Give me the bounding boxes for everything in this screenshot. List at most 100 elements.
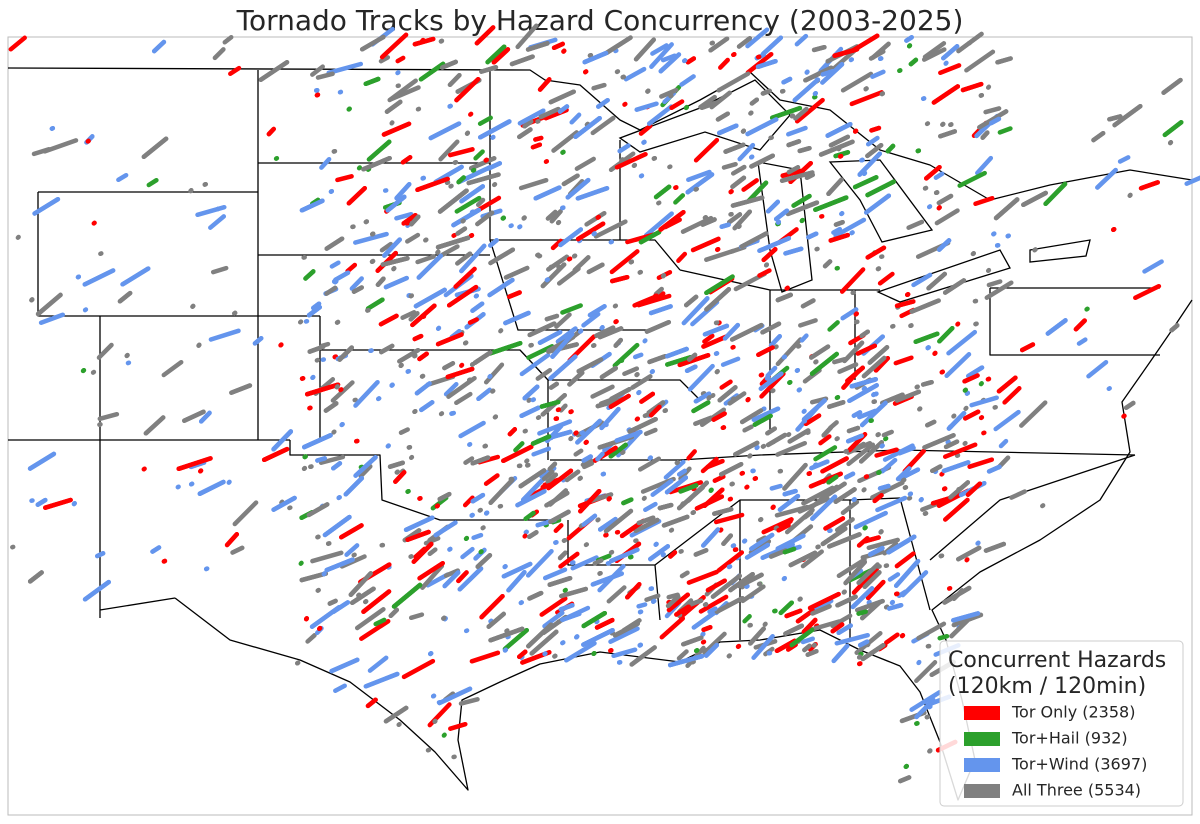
tornado-track (466, 172, 501, 186)
tornado-track (1133, 283, 1162, 301)
tornado-track (660, 552, 666, 558)
tornado-track (548, 354, 578, 381)
tornado-track (416, 253, 444, 280)
tornado-track (592, 558, 604, 566)
tornado-track (679, 570, 690, 579)
tornado-track (677, 468, 688, 477)
tornado-track (395, 55, 406, 64)
tornado-track (595, 451, 605, 462)
tornado-track (702, 602, 709, 608)
tornado-track (707, 606, 718, 615)
tornado-track (780, 168, 803, 178)
tornado-track (667, 653, 705, 668)
tornado-track (575, 418, 603, 445)
tornado-track (468, 233, 475, 239)
tornado-track (797, 596, 803, 602)
tornado-track (614, 429, 643, 443)
tornado-track (502, 564, 508, 570)
tornado-track (938, 129, 958, 139)
tornado-track (395, 70, 401, 76)
tornado-track (427, 547, 438, 557)
tornado-track (796, 387, 802, 393)
tornado-track (558, 551, 580, 569)
tornado-track (470, 301, 485, 313)
tornado-track (658, 209, 686, 232)
tornado-track (477, 115, 493, 126)
tornado-track (664, 475, 689, 495)
tornado-track (432, 718, 438, 724)
tornado-track (303, 269, 316, 281)
tornado-track (636, 515, 656, 526)
tornado-track (922, 433, 956, 450)
tornado-track (527, 530, 539, 540)
tornado-track (711, 411, 727, 422)
tornado-track (366, 139, 392, 162)
tornado-track (437, 686, 473, 706)
tornado-track (564, 469, 581, 483)
tornado-track (584, 210, 607, 227)
tornado-track (397, 347, 421, 364)
tornado-track (765, 426, 777, 436)
tornado-track (736, 223, 742, 229)
tornado-track (337, 345, 354, 362)
tornado-track (591, 231, 597, 237)
tornado-track (770, 504, 776, 510)
tornado-track (777, 493, 801, 512)
tornado-track (855, 598, 885, 613)
tornado-track (740, 128, 747, 134)
tornado-track (550, 238, 563, 251)
tornado-track (943, 439, 960, 450)
tornado-track (1127, 192, 1133, 198)
tornado-track (1045, 318, 1068, 336)
tornado-track (832, 47, 860, 58)
tornado-track (545, 472, 559, 484)
tornado-track (710, 573, 742, 599)
tornado-track (124, 352, 130, 359)
tornado-track (412, 333, 424, 342)
tornado-track (773, 344, 779, 350)
tornado-track (453, 266, 477, 289)
tornado-track (1073, 318, 1087, 332)
tornado-track (962, 440, 968, 446)
tornado-track (574, 634, 580, 640)
tornado-track (408, 311, 420, 322)
tornado-track (704, 274, 735, 296)
tornado-track (917, 406, 923, 412)
tornado-track (469, 650, 501, 664)
tornado-track (846, 425, 861, 434)
tornado-track (920, 379, 934, 387)
tornado-track (463, 535, 470, 542)
tornado-track (744, 542, 771, 560)
tornado-track (1091, 130, 1106, 143)
tornado-track (612, 342, 640, 368)
tornado-track (356, 592, 362, 598)
tornado-track (518, 600, 524, 606)
tornado-track (636, 389, 642, 396)
tornado-track (674, 604, 691, 617)
tornado-track (517, 649, 528, 660)
tornado-track (385, 443, 391, 449)
tornado-track (786, 165, 801, 175)
tornado-track (487, 373, 493, 380)
tornado-track (544, 313, 560, 322)
tornado-track (1161, 77, 1183, 95)
tornado-track (827, 320, 840, 332)
tornado-track (38, 312, 66, 325)
tornado-track (472, 350, 493, 366)
tornado-track (323, 401, 339, 413)
tornado-track (197, 479, 226, 496)
tornado-track (370, 231, 376, 237)
tornado-track (415, 254, 436, 265)
tornado-track (394, 211, 414, 221)
tornado-track (513, 441, 525, 453)
tornado-track (805, 648, 819, 657)
tornado-track (324, 557, 355, 573)
tornado-track (885, 143, 896, 154)
tornado-track (742, 614, 752, 624)
tornado-track (546, 468, 574, 491)
tornado-track (561, 537, 568, 543)
tornado-track (877, 483, 891, 491)
tornado-track (488, 247, 516, 266)
tornado-track (809, 351, 839, 376)
tornado-track (818, 434, 832, 446)
